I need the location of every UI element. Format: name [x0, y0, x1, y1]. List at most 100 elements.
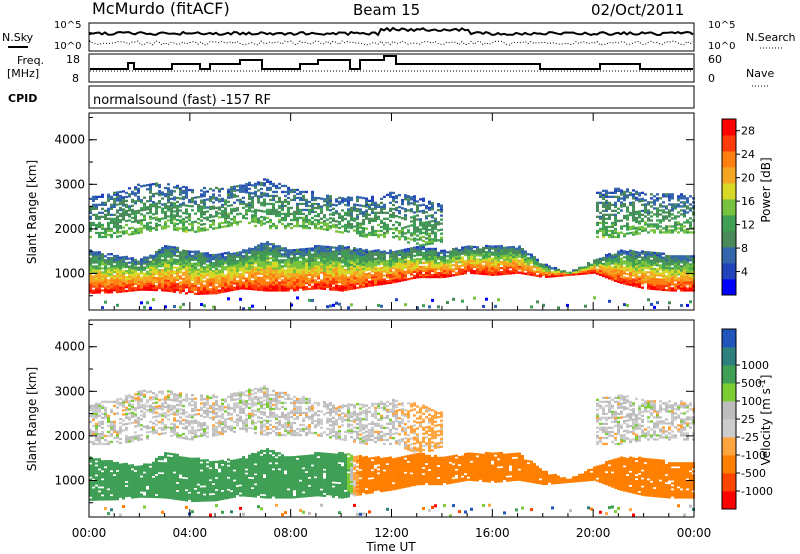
heatmap-cell	[239, 220, 242, 223]
heatmap-cell	[149, 268, 152, 271]
heatmap-cell	[272, 184, 275, 188]
heatmap-cell	[416, 208, 419, 211]
heatmap-cell	[419, 218, 422, 221]
heatmap-cell	[236, 273, 239, 277]
heatmap-cell	[95, 281, 98, 284]
heatmap-cell	[425, 259, 428, 263]
heatmap-cell	[341, 269, 344, 272]
heatmap-cell	[554, 268, 557, 272]
heatmap-cell	[314, 265, 317, 268]
heatmap-cell	[665, 211, 668, 214]
heatmap-cell	[164, 186, 167, 190]
heatmap-cell	[158, 283, 161, 286]
heatmap-cell	[341, 245, 344, 248]
heatmap-cell	[215, 255, 218, 259]
heatmap-cell	[266, 186, 269, 190]
heatmap-cell	[374, 271, 377, 274]
heatmap-cell	[389, 253, 392, 256]
heatmap-cell	[230, 271, 233, 274]
heatmap-cell	[254, 246, 257, 249]
heatmap-cell	[173, 252, 176, 255]
heatmap-cell	[107, 227, 110, 231]
heatmap-cell	[101, 195, 104, 198]
heatmap-cell	[284, 218, 287, 222]
heatmap-cell	[335, 274, 338, 277]
heatmap-cell	[629, 261, 632, 264]
heatmap-cell	[365, 201, 368, 204]
heatmap-cell	[341, 215, 344, 218]
heatmap-cell	[317, 265, 320, 268]
heatmap-cell	[239, 275, 242, 278]
heatmap-cell	[134, 287, 137, 290]
heatmap-cell	[299, 256, 302, 259]
heatmap-cell	[146, 301, 149, 305]
heatmap-cell	[335, 270, 338, 273]
heatmap-cell	[326, 275, 329, 279]
heatmap-cell	[206, 278, 209, 281]
heatmap-cell	[323, 275, 326, 278]
heatmap-cell	[191, 258, 194, 261]
heatmap-cell	[329, 286, 332, 289]
heatmap-cell	[152, 284, 155, 288]
heatmap-cell	[362, 263, 365, 266]
heatmap-cell	[311, 261, 314, 264]
heatmap-cell	[653, 251, 656, 255]
heatmap-cell	[662, 284, 665, 287]
heatmap-cell	[185, 212, 188, 215]
heatmap-cell	[662, 280, 665, 283]
heatmap-cell	[611, 223, 614, 227]
heatmap-cell	[371, 260, 374, 263]
heatmap-cell	[320, 205, 323, 208]
heatmap-cell	[200, 262, 203, 265]
heatmap-cell	[137, 183, 140, 186]
heatmap-cell	[644, 261, 647, 264]
heatmap-cell	[668, 269, 671, 272]
heatmap-cell	[437, 239, 440, 242]
heatmap-cell	[179, 191, 182, 194]
heatmap-cell	[257, 195, 260, 198]
heatmap-cell	[95, 253, 98, 256]
heatmap-cell	[389, 215, 392, 218]
heatmap-cell	[395, 206, 398, 210]
heatmap-cell	[176, 212, 179, 216]
heatmap-cell	[170, 268, 173, 271]
heatmap-cell	[212, 272, 215, 275]
heatmap-cell	[293, 196, 296, 200]
heatmap-cell	[428, 208, 431, 211]
heatmap-cell	[530, 261, 533, 264]
heatmap-cell	[497, 273, 500, 276]
heatmap-cell	[389, 257, 392, 260]
heatmap-cell	[644, 203, 647, 206]
heatmap-cell	[314, 261, 317, 264]
heatmap-cell	[635, 279, 638, 282]
heatmap-cell	[656, 223, 659, 226]
heatmap-cell	[194, 230, 197, 233]
heatmap-cell	[209, 258, 212, 261]
heatmap-cell	[371, 266, 374, 269]
heatmap-cell	[635, 192, 638, 195]
heatmap-cell	[116, 219, 119, 222]
heatmap-cell	[359, 268, 362, 271]
heatmap-cell	[185, 220, 188, 223]
heatmap-cell	[326, 273, 329, 277]
heatmap-cell	[431, 263, 434, 267]
heatmap-cell	[398, 232, 401, 235]
heatmap-cell	[671, 257, 674, 260]
heatmap-cell	[302, 248, 305, 251]
heatmap-cell	[296, 202, 299, 206]
heatmap-cell	[401, 199, 404, 202]
heatmap-cell	[296, 296, 299, 300]
heatmap-cell	[617, 252, 620, 255]
heatmap-cell	[347, 276, 350, 279]
heatmap-cell	[395, 196, 398, 200]
heatmap-cell	[302, 262, 305, 265]
heatmap-cell	[359, 234, 362, 237]
heatmap-cell	[206, 288, 209, 291]
heatmap-cell	[278, 218, 281, 222]
heatmap-cell	[623, 303, 626, 307]
heatmap-cell	[158, 271, 161, 274]
heatmap-cell	[323, 267, 326, 270]
heatmap-cell	[194, 270, 197, 273]
heatmap-cell	[347, 258, 350, 261]
heatmap-cell	[503, 256, 506, 259]
